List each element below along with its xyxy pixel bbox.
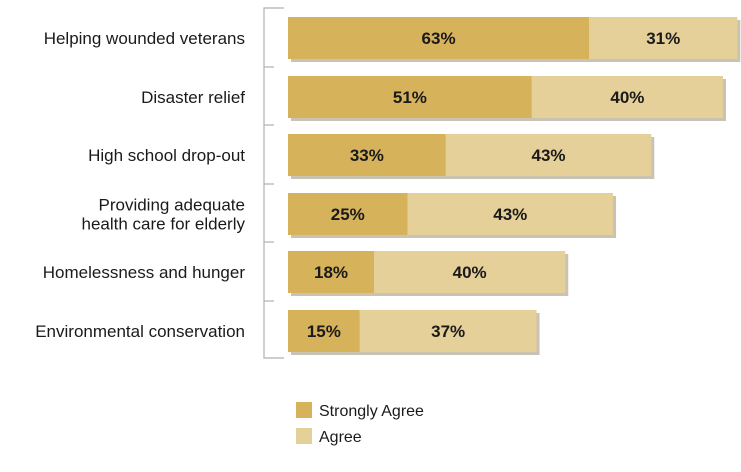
- agree-bar: [374, 251, 566, 293]
- data-label: 33%: [350, 146, 384, 165]
- data-label: 43%: [531, 146, 565, 165]
- category-label: Disaster relief: [141, 88, 245, 107]
- strongly-agree-bar: [288, 76, 532, 118]
- strongly-agree-bar: [288, 134, 446, 176]
- strongly-agree-bar: [288, 17, 590, 59]
- axis-line: [263, 7, 284, 359]
- category-label: High school drop-out: [88, 146, 245, 165]
- data-label: 37%: [431, 322, 465, 341]
- legend: Strongly Agree Agree: [296, 402, 424, 446]
- data-label: 63%: [422, 29, 456, 48]
- category-label: health care for elderly: [82, 215, 246, 234]
- data-label: 18%: [314, 263, 348, 282]
- agree-bar: [359, 310, 537, 352]
- data-label: 51%: [393, 88, 427, 107]
- data-label: 43%: [493, 205, 527, 224]
- legend-label: Strongly Agree: [319, 403, 424, 420]
- legend-swatch: [296, 402, 312, 418]
- data-label: 40%: [610, 88, 644, 107]
- agree-bar: [445, 134, 652, 176]
- data-label: 31%: [646, 29, 680, 48]
- strongly-agree-bar: [288, 193, 408, 235]
- strongly-agree-bar: [288, 310, 360, 352]
- agree-bar: [531, 76, 723, 118]
- data-label: 40%: [453, 263, 487, 282]
- category-label: Helping wounded veterans: [44, 29, 245, 48]
- strongly-agree-bar: [288, 251, 375, 293]
- category-label: Homelessness and hunger: [43, 263, 246, 282]
- legend-label: Agree: [319, 429, 362, 446]
- data-label: 15%: [307, 322, 341, 341]
- data-label: 25%: [331, 205, 365, 224]
- agree-bar: [407, 193, 614, 235]
- category-axis: [263, 7, 284, 359]
- category-label: Providing adequate: [98, 196, 245, 215]
- legend-swatch: [296, 428, 312, 444]
- category-label: Environmental conservation: [35, 322, 245, 341]
- category-labels: Helping wounded veterans Disaster relief H…: [35, 29, 245, 341]
- bars: 63% 31% 51% 40% 33% 43% 25% 43% 18% 40% 15% 37%: [288, 17, 741, 355]
- agree-bar: [589, 17, 738, 59]
